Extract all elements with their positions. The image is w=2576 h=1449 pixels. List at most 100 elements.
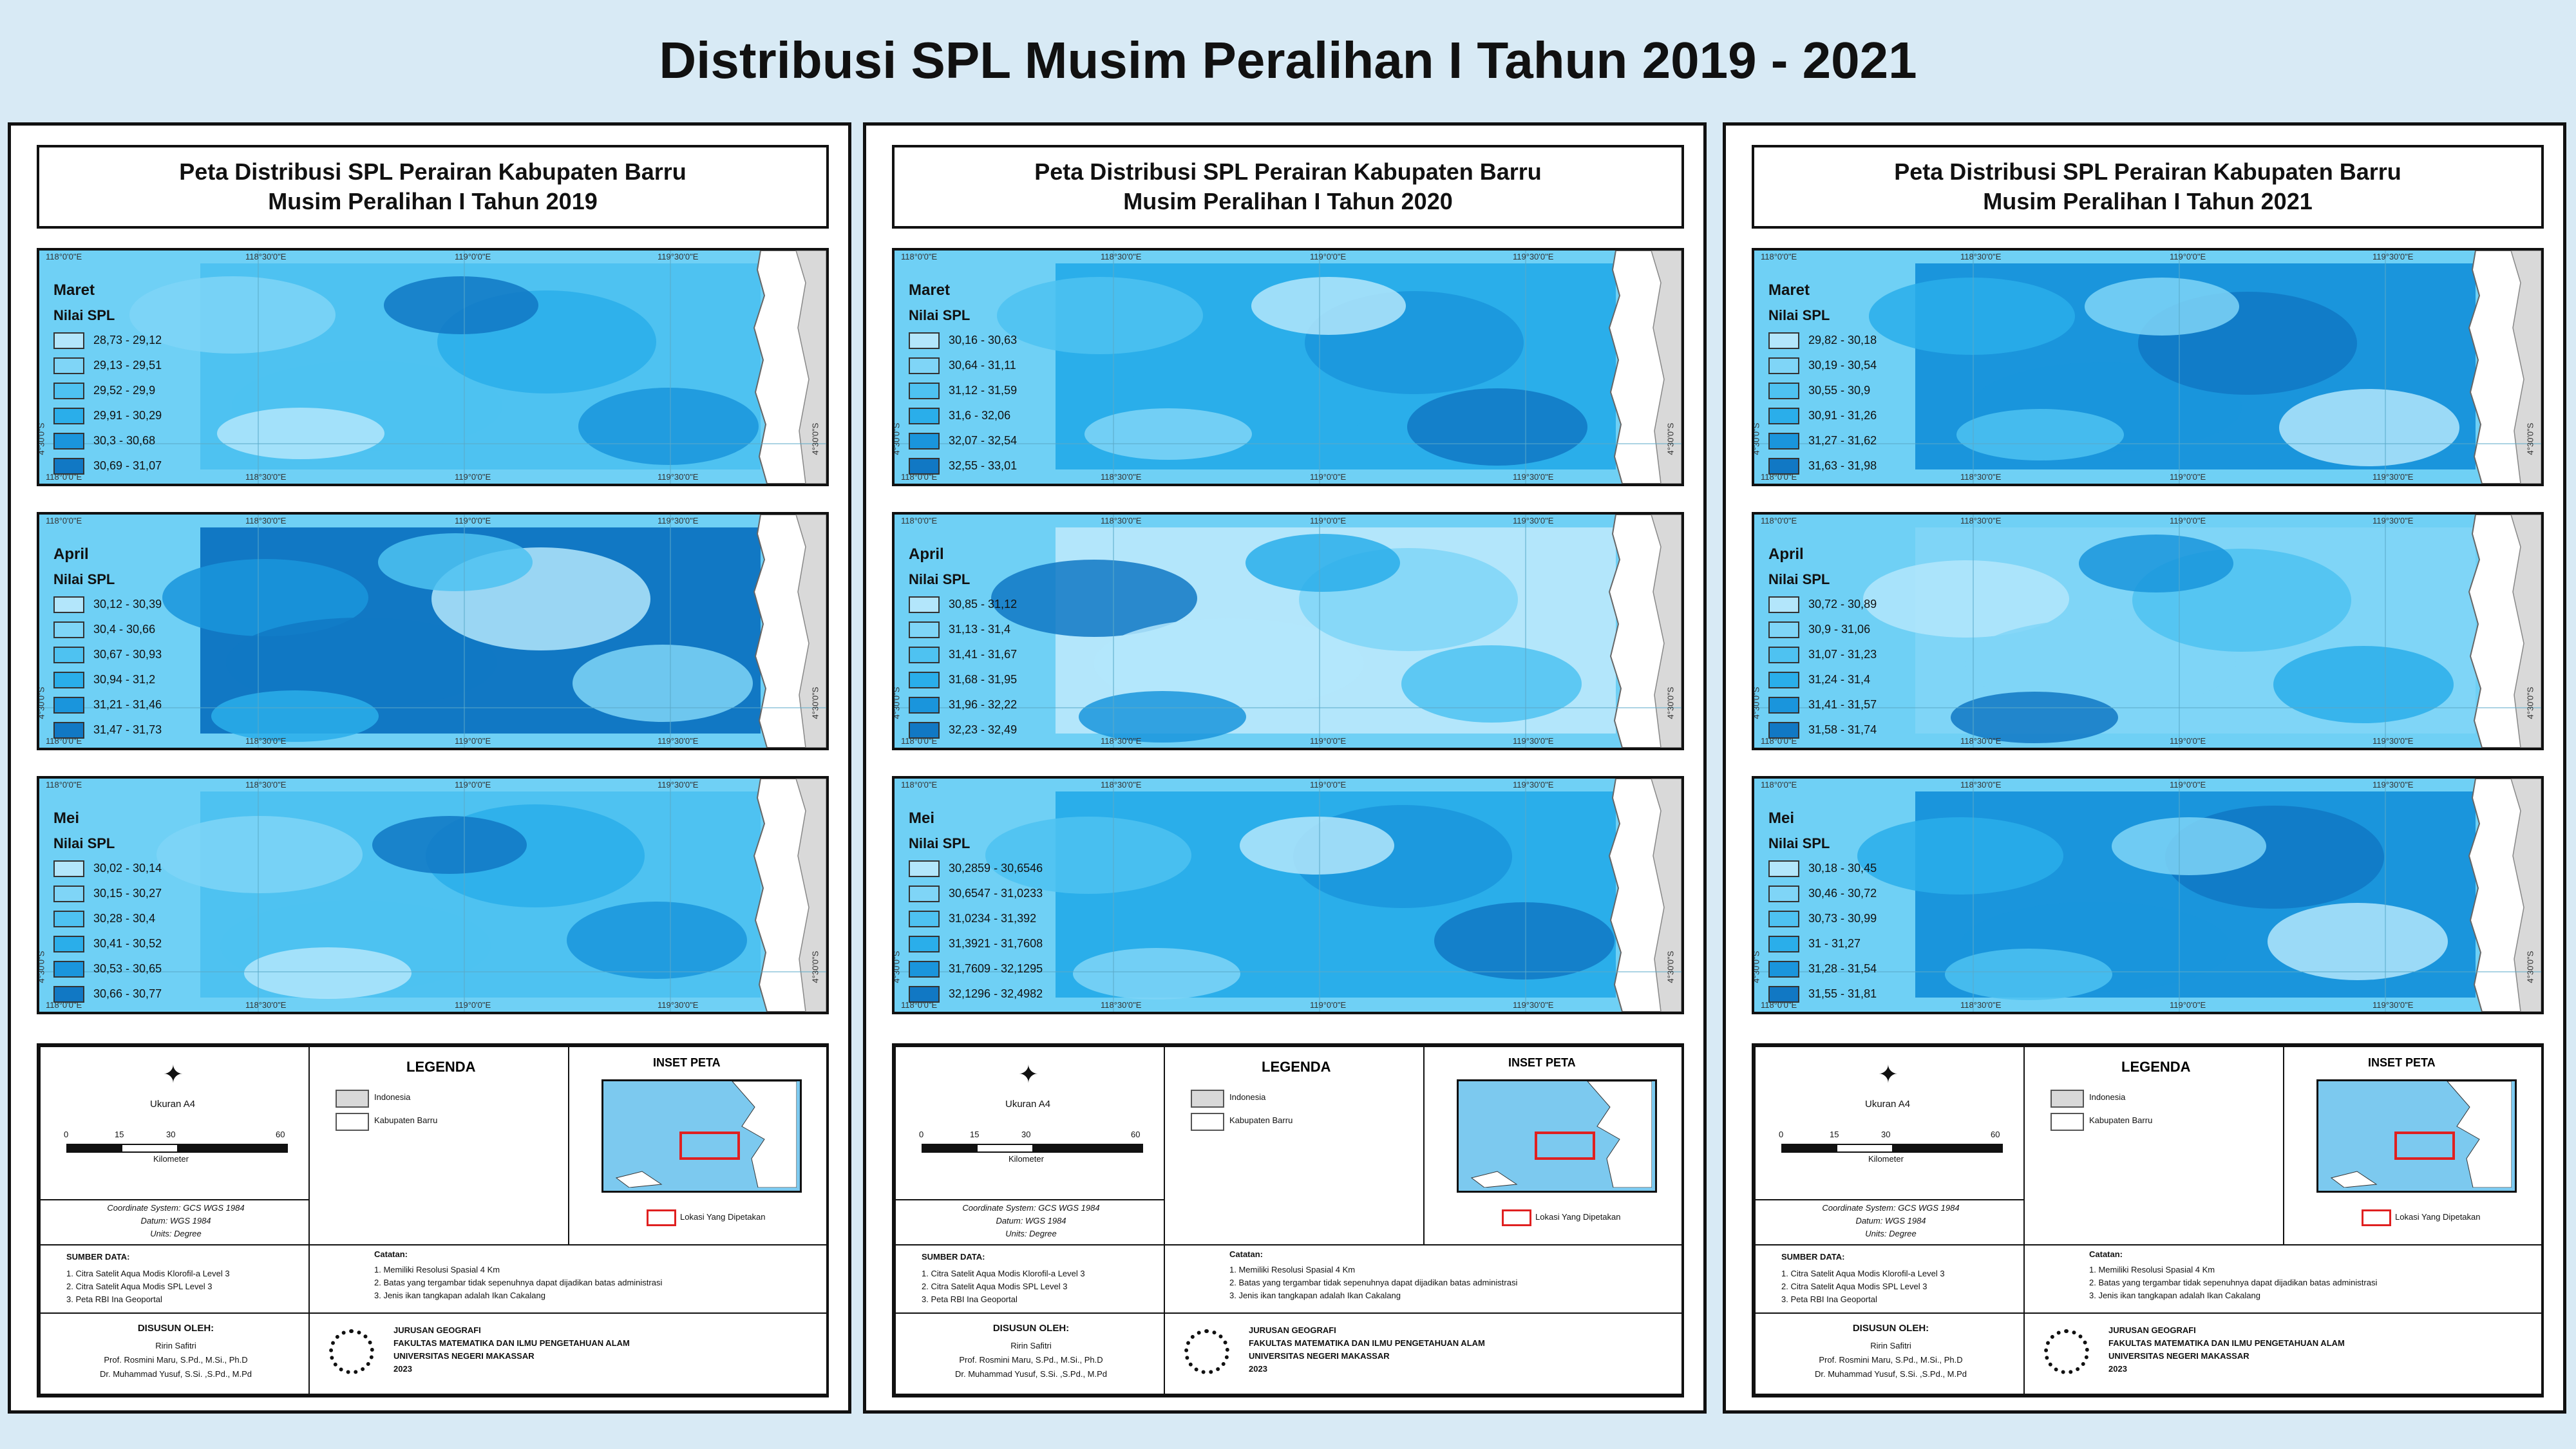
legend-class-row: 31,58 - 31,74: [1768, 717, 1942, 743]
legend-swatch: [909, 596, 940, 613]
author-name: Dr. Muhammad Yusuf, S.Si. ,S.Pd., M.Pd: [954, 1369, 1108, 1379]
inset-caption: Lokasi Yang Dipetakan: [1535, 1212, 1621, 1222]
institution-line: FAKULTAS MATEMATIKA DAN ILMU PENGETAHUAN…: [393, 1338, 630, 1348]
inset-caption: Lokasi Yang Dipetakan: [2395, 1212, 2481, 1222]
legend-class-label: 31,27 - 31,62: [1808, 434, 1877, 447]
legend-class-label: 30,66 - 30,77: [93, 987, 162, 1000]
legend-class-label: 31,55 - 31,81: [1808, 987, 1877, 1000]
notes-heading: Catatan:: [374, 1249, 408, 1259]
legend-title: Nilai SPL: [909, 835, 971, 851]
lon-tick-label: 119°30'0"E: [658, 516, 699, 526]
lon-tick-label: 118°30'0"E: [245, 252, 287, 261]
lon-tick-label: 119°30'0"E: [2372, 1000, 2414, 1010]
lon-tick-label: 118°0'0"E: [1761, 736, 1797, 746]
lat-tick-label: 4°30'0"S: [810, 951, 820, 983]
legend-swatch: [53, 432, 84, 450]
legend-class-row: 29,91 - 30,29: [53, 403, 227, 428]
north-arrow-icon: ✦: [1018, 1061, 1039, 1088]
mapped-area-frame: [679, 1132, 740, 1160]
month-label: Mei: [53, 810, 80, 827]
legend-swatch: [909, 646, 940, 663]
sst-zone: [1951, 692, 2118, 743]
legend-swatch: [1768, 332, 1799, 349]
legend-swatch: [909, 860, 940, 877]
legend-item-label: Indonesia: [374, 1092, 411, 1102]
legend-class-row: 30,46 - 30,72: [1768, 881, 1942, 906]
legend-class-row: 30,16 - 30,63: [909, 328, 1083, 353]
sst-zone: [997, 277, 1203, 354]
legend-class-label: 30,64 - 31,11: [949, 359, 1016, 372]
author-name: Ririn Safitri: [155, 1341, 196, 1350]
legend-class-label: 30,41 - 30,52: [93, 937, 162, 950]
legend-class-label: 30,55 - 30,9: [1808, 384, 1871, 397]
legend-class-label: 31,0234 - 31,392: [949, 912, 1037, 925]
legend-class-row: 29,52 - 29,9: [53, 378, 227, 403]
scale-tick: 60: [1991, 1130, 2000, 1139]
source-item: 1. Citra Satelit Aqua Modis Klorofil-a L…: [1781, 1269, 1945, 1278]
lon-tick-label: 118°0'0"E: [46, 780, 82, 790]
legend-class-label: 30,85 - 31,12: [949, 598, 1018, 611]
lat-tick-label: 4°30'0"S: [1665, 951, 1676, 983]
legend-item-label: Kabupaten Barru: [1229, 1115, 1293, 1125]
inset-legend-swatch: [647, 1209, 676, 1226]
legend-class-row: 32,07 - 32,54: [909, 428, 1083, 453]
inset-cell: INSET PETA Lokasi Yang Dipetakan: [1423, 1046, 1684, 1245]
month-label: Mei: [909, 810, 935, 827]
legend-swatch: [1768, 985, 1799, 1003]
note-item: 3. Jenis ikan tangkapan adalah Ikan Caka…: [1229, 1291, 1401, 1300]
sst-zone: [1073, 948, 1240, 999]
legend-item-label: Kabupaten Barru: [2089, 1115, 2153, 1125]
lon-tick-label: 118°0'0"E: [901, 516, 938, 526]
lat-tick-label: 4°30'0"S: [1752, 687, 1761, 719]
lat-tick-label: 4°30'0"S: [892, 422, 902, 455]
lon-tick-label: 119°30'0"E: [658, 472, 699, 482]
lat-tick-label: 4°30'0"S: [2525, 951, 2535, 983]
notes-heading: Catatan:: [1229, 1249, 1264, 1259]
lon-tick-label: 118°0'0"E: [1761, 472, 1797, 482]
legend-class-label: 30,19 - 30,54: [1808, 359, 1877, 372]
legend-class-row: 30,19 - 30,54: [1768, 353, 1942, 378]
legend-class-row: 29,13 - 29,51: [53, 353, 227, 378]
map-title-line2: Musim Peralihan I Tahun 2021: [1983, 188, 2313, 214]
lon-tick-label: 119°30'0"E: [658, 252, 699, 261]
legend-class-label: 30,73 - 30,99: [1808, 912, 1877, 925]
authors-cell: DISUSUN OLEH: Ririn Safitri Prof. Rosmini …: [1754, 1312, 2025, 1395]
legend-swatch: [53, 382, 84, 399]
institution-line: 2023: [2108, 1364, 2127, 1374]
lon-tick-label: 118°0'0"E: [46, 736, 82, 746]
institution-line: 2023: [1249, 1364, 1267, 1374]
lon-tick-label: 118°30'0"E: [1960, 472, 2002, 482]
legend-class-row: 32,55 - 33,01: [909, 453, 1083, 478]
lat-tick-label: 4°30'0"S: [1752, 422, 1761, 455]
note-item: 2. Batas yang tergambar tidak sepenuhnya…: [2089, 1278, 2378, 1287]
lon-tick-label: 118°0'0"E: [1761, 516, 1797, 526]
lon-tick-label: 119°0'0"E: [2170, 736, 2206, 746]
legend-class-row: 31,41 - 31,57: [1768, 692, 1942, 717]
map-info-block: ✦ Ukuran A4 0 15 30 60 Kilometer LEGENDA Indones…: [37, 1043, 829, 1397]
legend-class-row: 30,12 - 30,39: [53, 592, 227, 617]
legend-cell: LEGENDA Indonesia Kabupaten Barru: [2023, 1046, 2284, 1245]
legend-heading: LEGENDA: [406, 1059, 476, 1075]
sst-zone: [1251, 277, 1406, 335]
legend-swatch: [53, 621, 84, 638]
note-item: 1. Memiliki Resolusi Spasial 4 Km: [374, 1265, 500, 1274]
legend-swatch: [336, 1113, 369, 1131]
legend-swatch: [909, 621, 940, 638]
legend-class-label: 31,28 - 31,54: [1808, 962, 1877, 975]
legend-class-label: 31,41 - 31,67: [949, 648, 1018, 661]
lat-tick-label: 4°30'0"S: [37, 951, 46, 983]
scale-bar: [922, 1144, 1143, 1153]
sst-field: [39, 779, 826, 1012]
legend-class-row: 30,41 - 30,52: [53, 931, 227, 956]
legend-class-label: 30,18 - 30,45: [1808, 862, 1877, 875]
legend-class-label: 31,3921 - 31,7608: [949, 937, 1043, 950]
lon-tick-label: 118°0'0"E: [46, 1000, 82, 1010]
legend-class-label: 31,24 - 31,4: [1808, 673, 1871, 686]
legend-swatch: [909, 985, 940, 1003]
legend-swatch: [1768, 960, 1799, 978]
legend-class-label: 30,2859 - 30,6546: [949, 862, 1043, 875]
legend-class-label: 31,58 - 31,74: [1808, 723, 1877, 736]
lon-tick-label: 119°0'0"E: [455, 516, 491, 526]
sst-field: [895, 251, 1681, 484]
lat-tick-label: 4°30'0"S: [2525, 687, 2535, 719]
